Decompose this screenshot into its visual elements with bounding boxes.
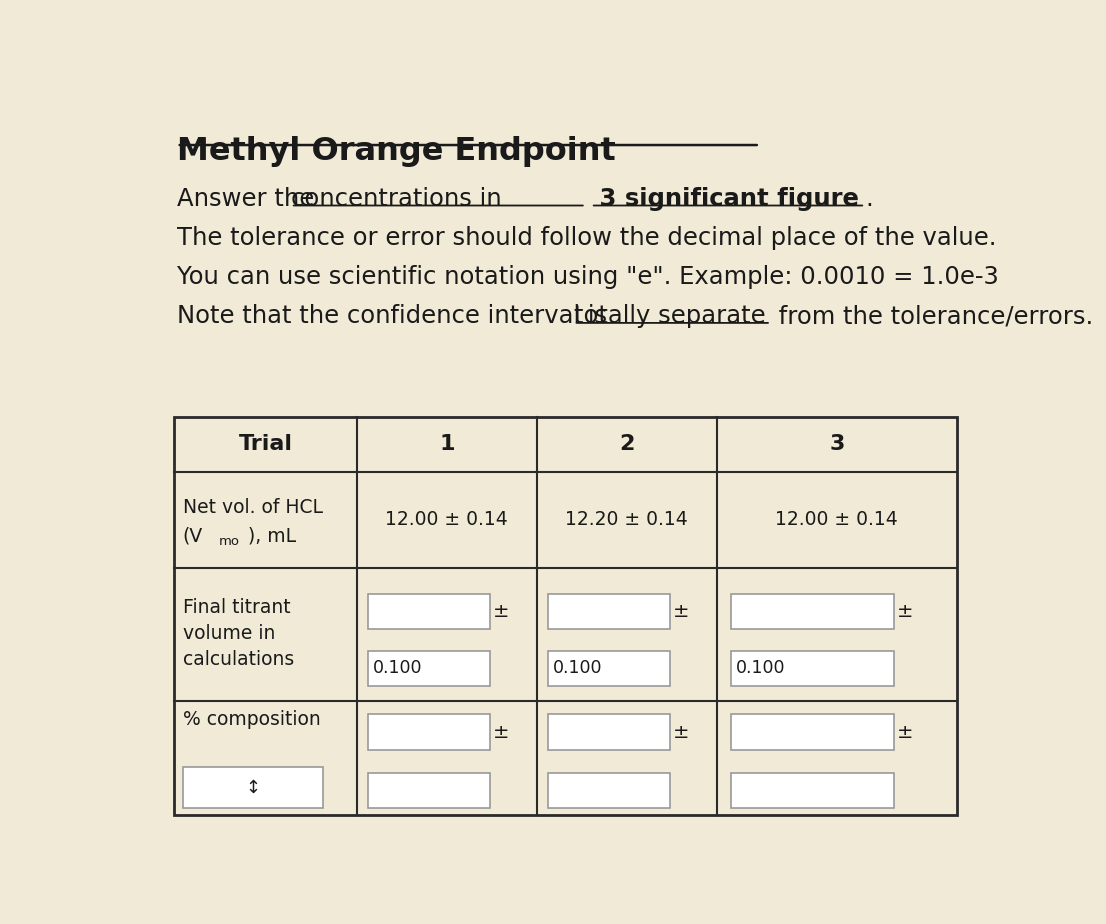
Text: Net vol. of HCL: Net vol. of HCL (182, 498, 323, 517)
Text: ±: ± (672, 723, 689, 741)
Text: 3 significant figure: 3 significant figure (591, 187, 858, 211)
Text: calculations: calculations (182, 650, 294, 669)
Text: totally separate: totally separate (574, 304, 765, 328)
FancyBboxPatch shape (547, 593, 670, 629)
FancyBboxPatch shape (731, 650, 895, 687)
Text: ±: ± (897, 723, 914, 741)
Text: 0.100: 0.100 (553, 660, 603, 677)
Text: Answer the: Answer the (177, 187, 322, 211)
FancyBboxPatch shape (547, 714, 670, 749)
Text: mo: mo (219, 535, 240, 548)
FancyBboxPatch shape (182, 767, 323, 808)
Text: .: . (865, 187, 873, 211)
Text: The tolerance or error should follow the decimal place of the value.: The tolerance or error should follow the… (177, 226, 997, 250)
FancyBboxPatch shape (547, 772, 670, 808)
Text: Final titrant: Final titrant (182, 599, 291, 617)
Text: ±: ± (493, 723, 510, 741)
FancyBboxPatch shape (367, 650, 490, 687)
Text: You can use scientific notation using "e". Example: 0.0010 = 1.0e-3: You can use scientific notation using "e… (177, 265, 999, 289)
Text: 0.100: 0.100 (373, 660, 422, 677)
FancyBboxPatch shape (731, 714, 895, 749)
Text: 2: 2 (619, 434, 635, 455)
Text: 3: 3 (830, 434, 845, 455)
Text: 12.00 ± 0.14: 12.00 ± 0.14 (775, 510, 898, 529)
Text: Methyl Orange Endpoint: Methyl Orange Endpoint (177, 136, 616, 166)
Text: 12.20 ± 0.14: 12.20 ± 0.14 (565, 510, 688, 529)
Text: ), mL: ), mL (248, 526, 296, 545)
Text: 0.100: 0.100 (737, 660, 786, 677)
Text: ±: ± (672, 602, 689, 621)
Text: ±: ± (493, 602, 510, 621)
Text: 12.00 ± 0.14: 12.00 ± 0.14 (386, 510, 508, 529)
FancyBboxPatch shape (367, 593, 490, 629)
FancyBboxPatch shape (367, 772, 490, 808)
Text: 1: 1 (439, 434, 455, 455)
Text: (V: (V (182, 526, 204, 545)
Text: concentrations in: concentrations in (291, 187, 501, 211)
Text: ↕: ↕ (246, 779, 260, 796)
Text: volume in: volume in (182, 624, 275, 643)
Text: Trial: Trial (239, 434, 292, 455)
Text: % composition: % composition (182, 711, 321, 729)
FancyBboxPatch shape (731, 593, 895, 629)
Text: Note that the confidence interval is: Note that the confidence interval is (177, 304, 615, 328)
FancyBboxPatch shape (367, 714, 490, 749)
Text: from the tolerance/errors.: from the tolerance/errors. (771, 304, 1093, 328)
FancyBboxPatch shape (547, 650, 670, 687)
Text: ±: ± (897, 602, 914, 621)
FancyBboxPatch shape (731, 772, 895, 808)
